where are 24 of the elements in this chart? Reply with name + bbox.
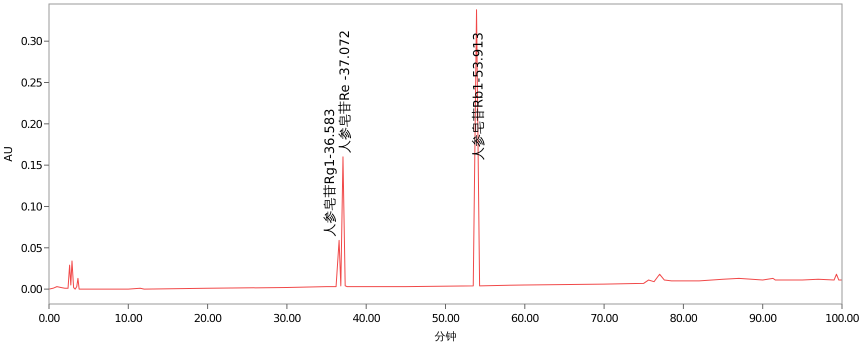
x-tick-label: 80.00: [670, 312, 698, 325]
y-axis-title: AU: [2, 146, 15, 162]
x-tick-label: 0.00: [38, 312, 60, 325]
x-tick-label: 10.00: [114, 312, 143, 325]
x-tick-label: 40.00: [352, 312, 381, 325]
x-axis-title: 分钟: [434, 330, 456, 343]
y-tick-label: 0.25: [20, 76, 43, 90]
annotation: 人参皂苷Rg1-36.583: [322, 108, 338, 236]
y-tick-label: 0.20: [20, 118, 43, 131]
annotation: 人参皂苷Re -37.072: [338, 30, 353, 153]
y-tick-label: 0.30: [20, 35, 43, 48]
y-tick-label: 0.05: [20, 242, 43, 255]
annotation: 人参皂苷Rb1-53.913: [472, 32, 487, 160]
x-tick-label: 60.00: [511, 312, 540, 325]
line-series: [49, 9, 842, 290]
y-tick-label: 0.00: [20, 283, 43, 296]
x-tick-label: 70.00: [590, 312, 619, 325]
x-tick-label: 20.00: [194, 312, 222, 325]
x-tick-label: 50.00: [432, 312, 460, 325]
y-tick-label: 0.15: [20, 159, 43, 172]
x-tick-label: 90.00: [748, 312, 778, 325]
y-tick-label: 0.10: [20, 200, 43, 214]
x-tick-label: 100.00: [825, 312, 860, 325]
x-tick-label: 30.00: [273, 312, 302, 325]
